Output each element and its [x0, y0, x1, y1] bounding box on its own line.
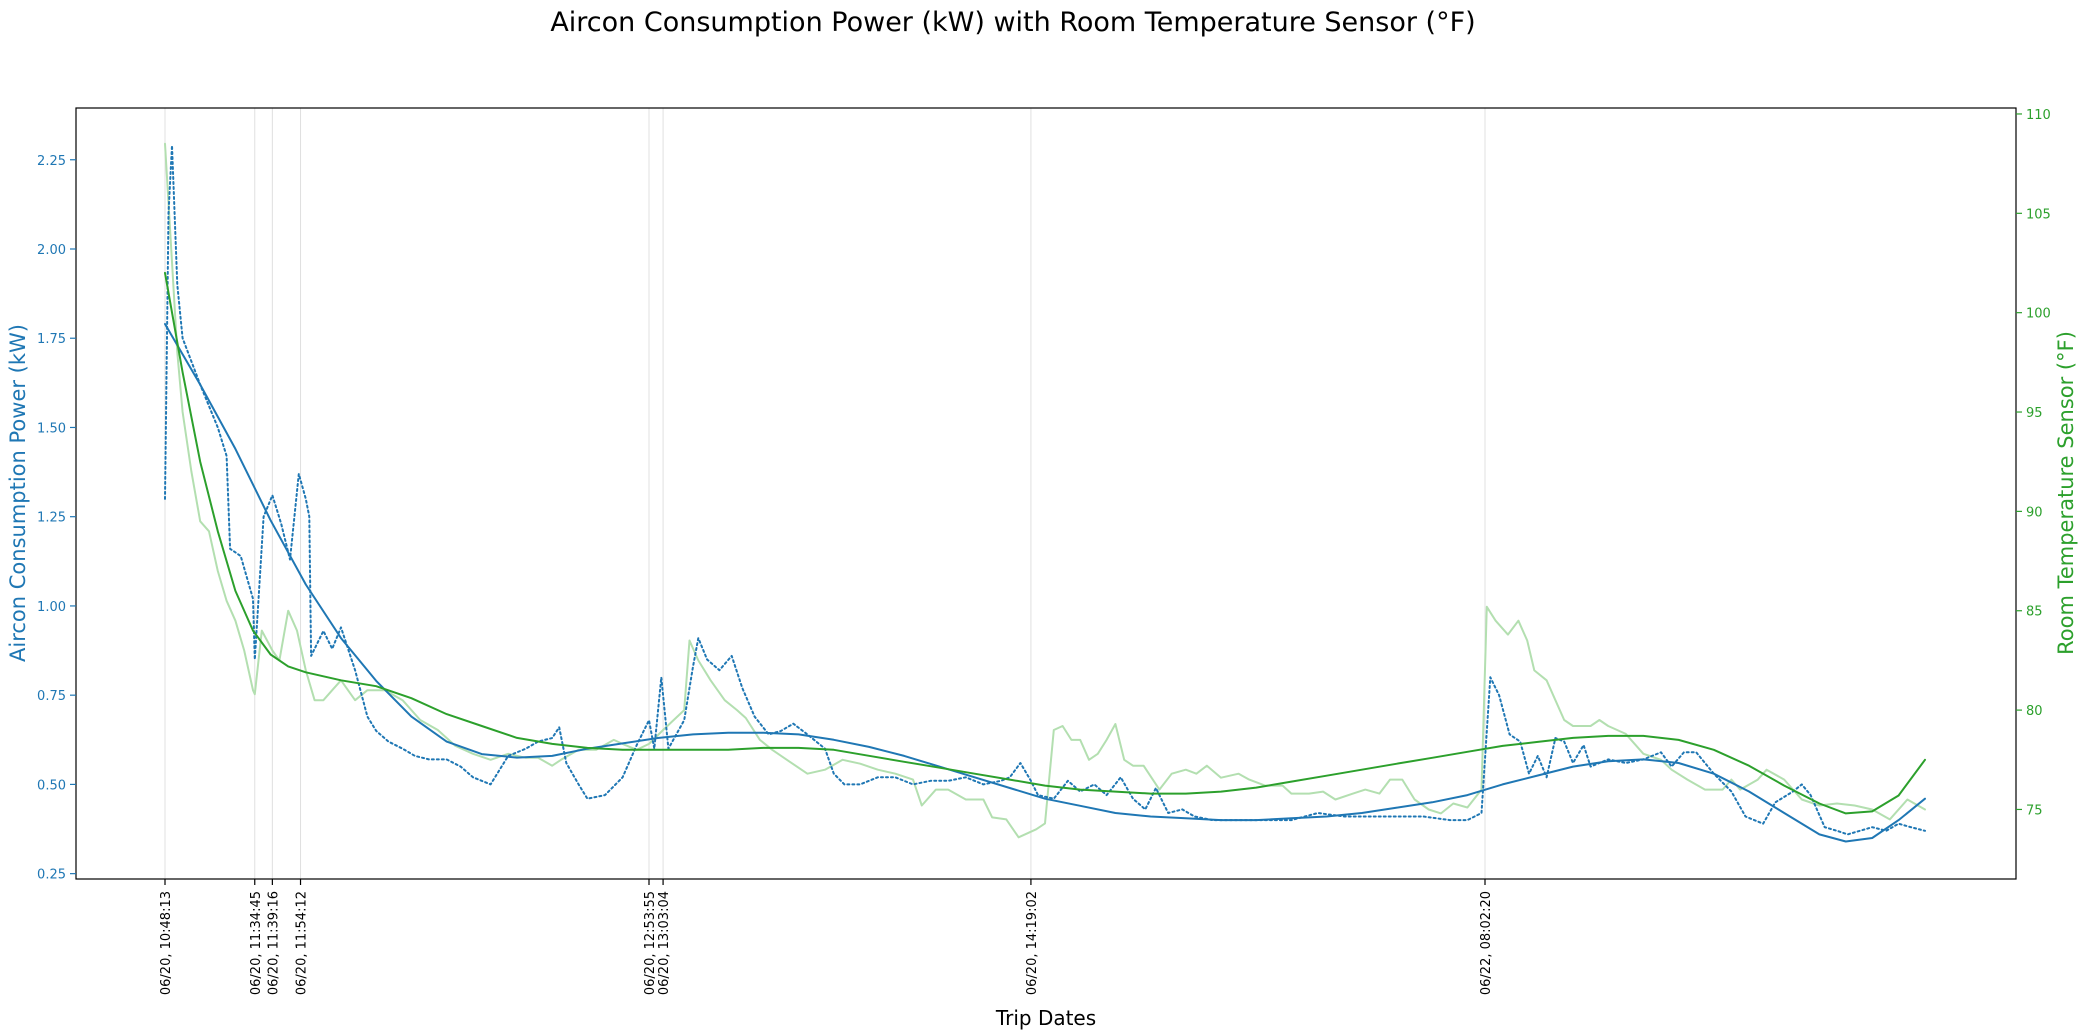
left-tick-label-1: 0.50 [37, 778, 66, 793]
series-line-0 [164, 144, 1926, 836]
left-tick-label-6: 1.75 [37, 332, 66, 347]
x-tick-label-6: 06/20, 14:19:02 [1025, 891, 1040, 995]
x-tick-label-5: 06/20, 13:03:04 [657, 891, 672, 995]
x-tick-label-0: 06/20, 10:48:13 [159, 891, 174, 995]
plot-frame [75, 107, 2017, 880]
x-tick-label-2: 06/20, 11:39:16 [266, 891, 281, 995]
right-axis-ticks: 75 80 85 90 95 100 105 110 [2016, 108, 2051, 818]
right-tick-label-4: 95 [2026, 406, 2043, 421]
x-tick-label-1: 06/20, 11:34:45 [249, 891, 264, 995]
right-tick-label-5: 100 [2026, 307, 2051, 322]
x-axis-ticks: 06/20, 10:48:13 06/20, 11:34:45 06/20, 11:… [159, 879, 1494, 995]
series-layer [164, 142, 1926, 843]
left-tick-label-5: 1.50 [37, 421, 66, 436]
chart-title: Aircon Consumption Power (kW) with Room … [550, 7, 1475, 38]
trip-date-gridlines [164, 108, 1486, 879]
left-tick-label-4: 1.25 [37, 511, 66, 526]
series-line-1 [164, 142, 1926, 839]
left-tick-label-2: 0.75 [37, 689, 66, 704]
series-line-3 [164, 271, 1926, 815]
right-tick-label-7: 110 [2026, 108, 2051, 123]
right-tick-label-0: 75 [2026, 803, 2043, 818]
right-tick-label-2: 85 [2026, 605, 2043, 620]
left-tick-label-7: 2.00 [37, 243, 66, 258]
x-axis-label: Trip Dates [995, 1006, 1096, 1030]
left-axis-label: Aircon Consumption Power (kW) [6, 324, 30, 662]
right-tick-label-1: 80 [2026, 704, 2043, 719]
right-tick-label-6: 105 [2026, 207, 2051, 222]
x-tick-label-3: 06/20, 11:54:12 [295, 891, 310, 995]
right-axis-label: Room Temperature Sensor (°F) [2054, 331, 2078, 655]
left-tick-label-3: 1.00 [37, 600, 66, 615]
x-tick-label-4: 06/20, 12:53:55 [643, 891, 658, 995]
left-tick-label-8: 2.25 [37, 154, 66, 169]
x-tick-label-7: 06/22, 08:02:20 [1479, 891, 1494, 995]
series-line-2 [164, 323, 1926, 843]
left-tick-label-0: 0.25 [37, 868, 66, 883]
right-tick-label-3: 90 [2026, 505, 2043, 520]
left-axis-ticks: 0.25 0.50 0.75 1.00 1.25 1.50 1.75 2.00 2.25 [37, 154, 76, 883]
